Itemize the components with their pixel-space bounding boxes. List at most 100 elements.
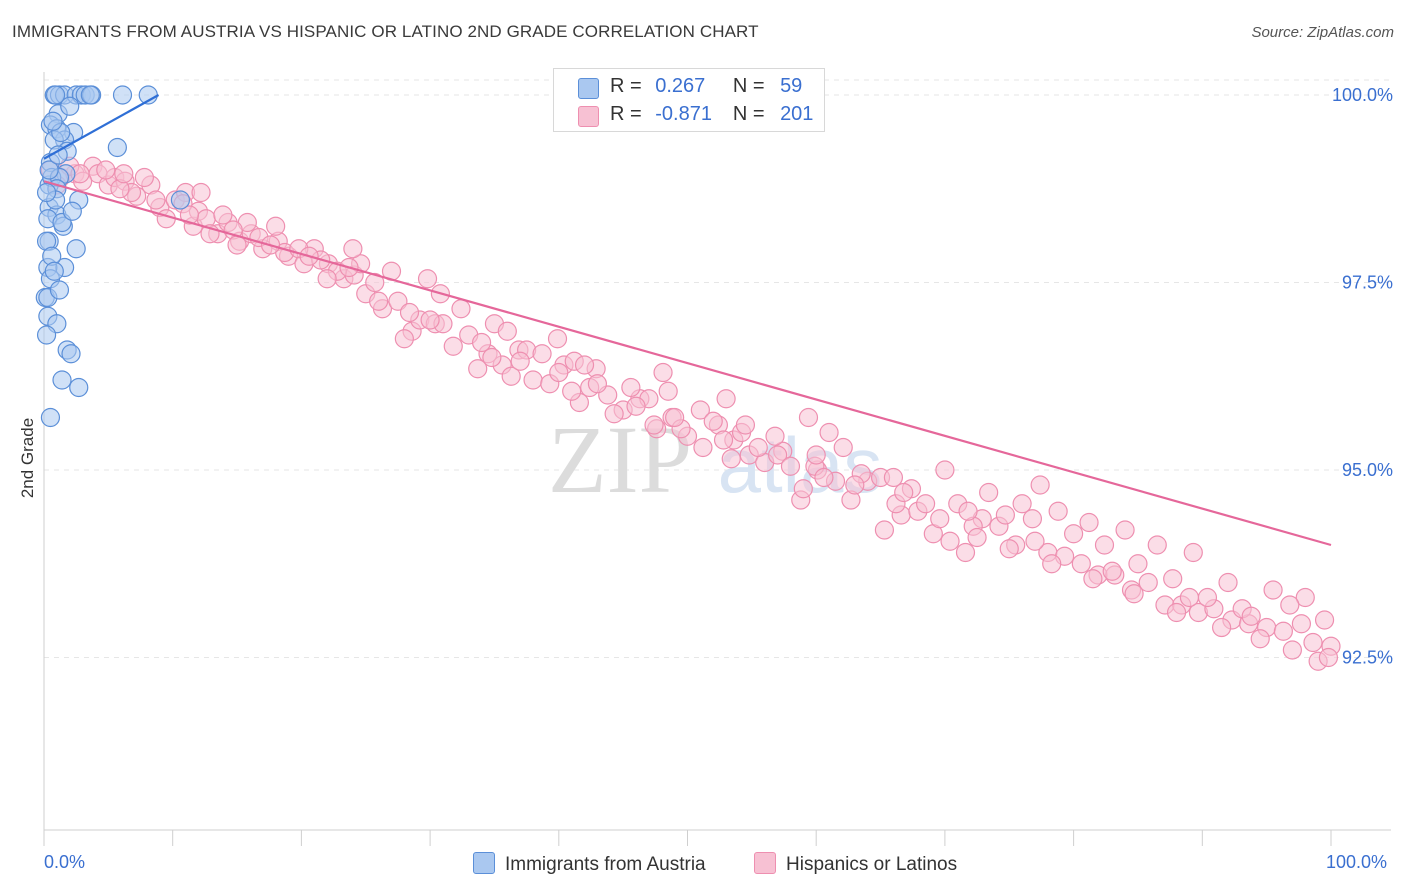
hispanics-point <box>1079 512 1099 533</box>
hispanics-point <box>604 404 624 424</box>
hispanics-point <box>894 482 914 503</box>
hispanics-point <box>317 269 337 289</box>
hispanics-point <box>471 332 492 353</box>
hispanics-point <box>999 539 1019 559</box>
hispanics-point <box>510 351 530 371</box>
hispanics-point <box>1250 629 1270 649</box>
hispanics-point <box>114 164 134 184</box>
hispanics-point <box>735 415 756 435</box>
hispanics-point <box>806 445 826 465</box>
hispanics-point <box>767 445 788 465</box>
hispanics-point <box>1163 569 1183 589</box>
hispanics-point <box>748 437 768 458</box>
y-tick-label: 100.0% <box>1332 85 1393 105</box>
hispanics-point <box>955 542 976 563</box>
hispanics-point <box>532 344 552 364</box>
hispanics-trend-line <box>43 180 1332 547</box>
hispanics-point <box>798 407 819 428</box>
hispanics-point <box>1102 561 1122 581</box>
hispanics-point <box>549 362 569 383</box>
hispanics-point <box>266 216 286 236</box>
hispanics-points <box>40 156 1341 671</box>
hispanics-point <box>1012 494 1032 514</box>
blue-swatch <box>473 852 495 874</box>
hispanics-point <box>693 437 713 458</box>
n-label: N = <box>732 103 765 125</box>
hispanics-point <box>1166 602 1187 623</box>
austria-point <box>112 85 133 105</box>
y-tick-labels: 92.5% 95.0% 97.5% 100.0% <box>1332 85 1393 668</box>
hispanics-point <box>497 321 517 341</box>
hispanics-point <box>1128 554 1148 574</box>
legend-label: Hispanics or Latinos <box>786 854 958 875</box>
hispanics-point <box>1197 587 1218 608</box>
series-legend: Immigrants from Austria Hispanics or Lat… <box>0 852 1406 878</box>
hispanics-point <box>213 205 233 225</box>
hispanics-point <box>96 160 116 180</box>
n-label: N = <box>732 75 765 97</box>
hispanics-point <box>146 190 166 210</box>
hispanics-point <box>703 411 723 431</box>
austria-point <box>44 261 64 281</box>
hispanics-point <box>833 437 853 458</box>
hispanics-point <box>369 291 389 311</box>
hispanics-point <box>365 272 385 293</box>
hispanics-point <box>1280 595 1300 615</box>
hispanics-point <box>967 527 987 548</box>
hispanics-point <box>547 329 568 349</box>
hispanics-point <box>644 415 664 435</box>
hispanics-point <box>1124 584 1144 604</box>
hispanics-point <box>1212 617 1232 638</box>
hispanics-point <box>1147 535 1167 555</box>
hispanics-point <box>394 329 414 349</box>
austria-point <box>49 280 70 300</box>
hispanics-point <box>958 501 978 521</box>
hispanics-point <box>1048 501 1068 521</box>
hispanics-point <box>482 347 502 368</box>
legend-item-austria: Immigrants from Austria <box>473 852 706 876</box>
austria-point <box>40 407 61 428</box>
r-label: R = <box>610 75 642 97</box>
hispanics-point <box>626 396 646 416</box>
austria-point <box>39 160 59 180</box>
hispanics-point <box>621 377 641 398</box>
hispanics-point <box>1115 520 1135 540</box>
hispanics-point <box>1138 572 1158 593</box>
hispanics-point <box>388 291 408 311</box>
hispanics-point <box>1295 587 1315 608</box>
r-label: R = <box>610 103 642 125</box>
austria-point <box>52 370 72 390</box>
austria-point <box>170 190 191 210</box>
hispanics-point <box>1025 531 1045 551</box>
austria-point <box>43 111 63 131</box>
hispanics-point <box>979 482 999 503</box>
hispanics-point <box>523 370 543 390</box>
hispanics-point <box>587 374 608 394</box>
austria-point <box>36 182 57 203</box>
r-value: 0.267 <box>655 75 706 97</box>
hispanics-point <box>1042 554 1062 574</box>
hispanics-point <box>690 400 710 420</box>
hispanics-point <box>1179 587 1200 608</box>
y-tick-label: 95.0% <box>1342 460 1393 480</box>
hispanics-point <box>179 205 200 225</box>
austria-point <box>36 325 57 345</box>
hispanics-point <box>1314 610 1335 630</box>
hispanics-point <box>915 494 936 514</box>
n-value: 201 <box>780 103 814 125</box>
hispanics-point <box>1273 621 1293 641</box>
hispanics-point <box>935 460 955 480</box>
hispanics-point <box>1263 580 1283 600</box>
hispanics-point <box>1218 572 1238 593</box>
hispanics-point <box>780 456 801 476</box>
hispanics-point <box>1303 632 1323 653</box>
y-tick-label: 97.5% <box>1342 273 1393 293</box>
hispanics-point <box>1083 569 1103 589</box>
hispanics-point <box>883 467 904 488</box>
hispanics-point <box>716 389 736 409</box>
austria-point <box>45 85 66 105</box>
hispanics-point <box>1183 542 1203 563</box>
hispanics-point <box>765 426 785 446</box>
austria-point <box>80 85 100 105</box>
